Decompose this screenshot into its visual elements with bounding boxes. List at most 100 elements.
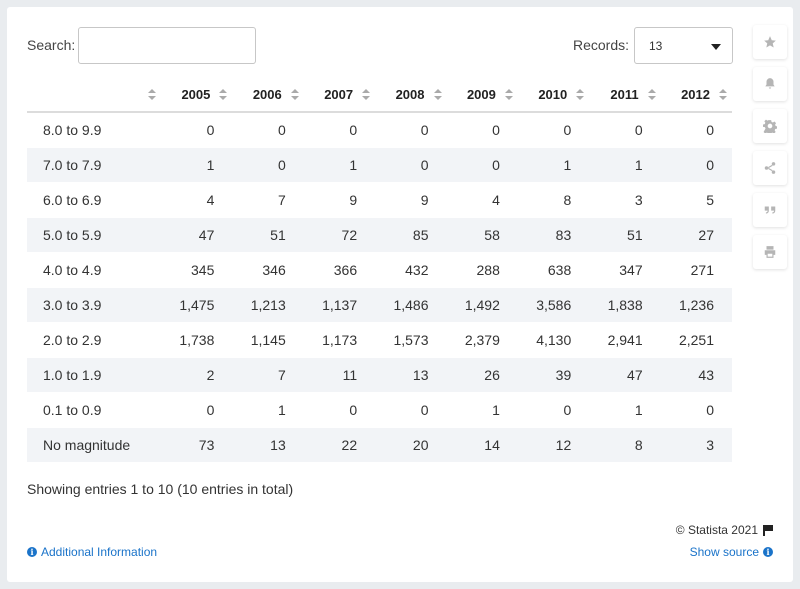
column-header-text: 2006: [252, 86, 282, 102]
value-cell: 0: [375, 392, 447, 428]
statistic-card: Search: Records: 13 2005 2006 2007 2008 2009…: [7, 7, 793, 582]
favorite-button[interactable]: [753, 25, 787, 59]
sort-icon: [647, 89, 656, 101]
show-source-label: Show source: [689, 545, 759, 559]
value-cell: 83: [517, 217, 590, 253]
value-cell: 26: [446, 357, 518, 393]
column-header-year[interactable]: 2007: [303, 77, 376, 113]
print-button[interactable]: [753, 235, 787, 269]
table-header-row: 2005 2006 2007 2008 2009 2010 2011 2012: [27, 77, 732, 113]
row-label-cell: 0.1 to 0.9: [27, 392, 161, 428]
copyright: © Statista 2021: [676, 523, 773, 537]
additional-info-label: Additional Information: [41, 545, 158, 559]
value-cell: 51: [232, 217, 304, 253]
table-row: 2.0 to 2.9 1,738 1,145 1,173 1,573 2,379 4,130…: [27, 322, 732, 358]
sort-icon: [290, 89, 299, 101]
value-cell: 0: [303, 392, 376, 428]
row-label-cell: 5.0 to 5.9: [27, 217, 161, 253]
data-table: 2005 2006 2007 2008 2009 2010 2011 2012 8.0 to …: [27, 77, 732, 463]
column-header-year[interactable]: 2010: [517, 77, 590, 113]
value-cell: 0: [161, 392, 233, 428]
value-cell: 347: [589, 252, 661, 288]
value-cell: 1: [589, 392, 661, 428]
share-button[interactable]: [753, 151, 787, 185]
info-icon: i: [27, 547, 37, 557]
value-cell: 51: [589, 217, 661, 253]
row-label-cell: 8.0 to 9.9: [27, 112, 161, 148]
value-cell: 4: [446, 182, 518, 218]
value-cell: 432: [375, 252, 447, 288]
row-label-cell: 6.0 to 6.9: [27, 182, 161, 218]
side-toolbar: [753, 25, 787, 277]
value-cell: 4: [161, 182, 233, 218]
table-row: 4.0 to 4.9 345 346 366 432 288 638 347 271: [27, 252, 732, 288]
show-source-link[interactable]: Show source i: [690, 545, 773, 559]
cite-button[interactable]: [753, 193, 787, 227]
value-cell: 0: [517, 112, 590, 148]
value-cell: 47: [161, 217, 233, 253]
value-cell: 1,738: [161, 322, 233, 358]
column-header-label[interactable]: [27, 77, 161, 113]
column-header-year[interactable]: 2009: [446, 77, 518, 113]
value-cell: 2,379: [446, 322, 518, 358]
row-label-cell: 7.0 to 7.9: [27, 147, 161, 183]
column-header-year[interactable]: 2005: [161, 77, 233, 113]
column-header-text: 2009: [466, 86, 496, 102]
notification-button[interactable]: [753, 67, 787, 101]
chevron-down-icon: [711, 44, 721, 50]
value-cell: 8: [517, 182, 590, 218]
value-cell: 72: [303, 217, 376, 253]
search-input[interactable]: [78, 27, 256, 64]
value-cell: 1,137: [303, 287, 376, 323]
sort-icon: [219, 89, 228, 101]
value-cell: 1: [303, 147, 376, 183]
value-cell: 1: [446, 392, 518, 428]
value-cell: 0: [375, 112, 447, 148]
value-cell: 1,573: [375, 322, 447, 358]
value-cell: 12: [517, 427, 590, 463]
additional-info-link[interactable]: i Additional Information: [27, 545, 157, 559]
value-cell: 4,130: [517, 322, 590, 358]
column-header-year[interactable]: 2011: [589, 77, 661, 113]
column-header-year[interactable]: 2008: [375, 77, 447, 113]
row-label-cell: 2.0 to 2.9: [27, 322, 161, 358]
value-cell: 43: [660, 357, 732, 393]
row-label-cell: 1.0 to 1.9: [27, 357, 161, 393]
table-row: 8.0 to 9.9 0 0 0 0 0 0 0 0: [27, 112, 732, 148]
value-cell: 0: [161, 112, 233, 148]
value-cell: 0: [660, 112, 732, 148]
value-cell: 1,486: [375, 287, 447, 323]
records-select[interactable]: 13: [634, 27, 733, 64]
value-cell: 11: [303, 357, 376, 393]
value-cell: 2: [161, 357, 233, 393]
flag-icon[interactable]: [763, 524, 773, 536]
value-cell: 22: [303, 427, 376, 463]
value-cell: 7: [232, 357, 304, 393]
value-cell: 73: [161, 427, 233, 463]
value-cell: 1,173: [303, 322, 376, 358]
value-cell: 0: [660, 392, 732, 428]
value-cell: 271: [660, 252, 732, 288]
column-header-year[interactable]: 2006: [232, 77, 304, 113]
value-cell: 0: [375, 147, 447, 183]
value-cell: 288: [446, 252, 518, 288]
value-cell: 0: [446, 147, 518, 183]
table-row: No magnitude 73 13 22 20 14 12 8 3: [27, 427, 732, 463]
value-cell: 9: [303, 182, 376, 218]
row-label-cell: No magnitude: [27, 427, 161, 463]
value-cell: 1,475: [161, 287, 233, 323]
table-row: 3.0 to 3.9 1,475 1,213 1,137 1,486 1,492 3,586…: [27, 287, 732, 323]
value-cell: 1,145: [232, 322, 304, 358]
table-body: 8.0 to 9.9 0 0 0 0 0 0 0 0 7.0 to 7.9 1 0 1 0 0 1 1 0 6.0 …: [27, 112, 732, 463]
value-cell: 85: [375, 217, 447, 253]
value-cell: 8: [589, 427, 661, 463]
value-cell: 58: [446, 217, 518, 253]
value-cell: 1: [161, 147, 233, 183]
table-row: 0.1 to 0.9 0 1 0 0 1 0 1 0: [27, 392, 732, 428]
search-label: Search:: [27, 37, 76, 53]
share-icon: [764, 162, 776, 174]
column-header-year[interactable]: 2012: [660, 77, 732, 113]
value-cell: 2,941: [589, 322, 661, 358]
sort-icon: [433, 89, 442, 101]
settings-button[interactable]: [753, 109, 787, 143]
